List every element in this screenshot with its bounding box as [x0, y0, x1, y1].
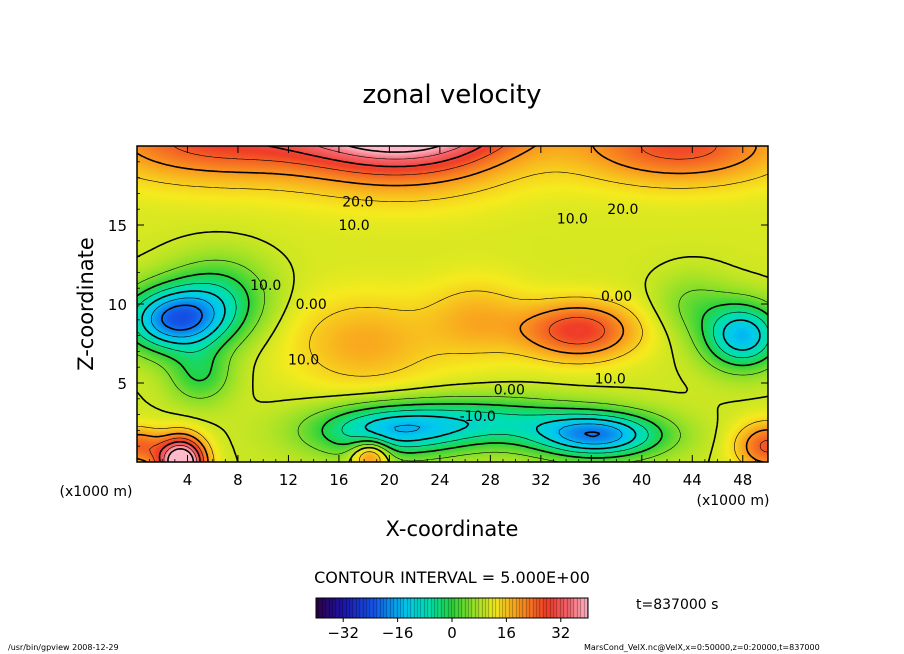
x-tick-label: 36	[582, 471, 601, 489]
x-tick-label: 16	[329, 471, 348, 489]
contour-label: 10.0	[288, 352, 319, 368]
contour-line	[167, 146, 440, 462]
colorbar-tick-label: 0	[447, 624, 457, 642]
y-tick-label: 10	[108, 296, 127, 314]
contour-label: 10.0	[338, 218, 369, 234]
x-axis-ticks: 4 8 12 16 20 24 28 32 36 40 44 48	[149, 146, 756, 489]
colorbar-tick-label: 32	[551, 624, 570, 642]
contour-interval-text: CONTOUR INTERVAL = 5.000E+00	[314, 568, 590, 587]
contour-line	[141, 290, 761, 450]
colorbar-ticks: −32 −16 0 16 32	[327, 618, 570, 642]
contour-line	[137, 230, 768, 462]
y-axis-ticks: 5 10 15	[108, 161, 768, 447]
contour-line	[163, 146, 463, 462]
contour-line	[137, 259, 768, 462]
x-tick-label: 8	[233, 471, 243, 489]
contour-line	[149, 146, 768, 462]
contour-line	[137, 272, 768, 459]
colorbar	[316, 598, 588, 618]
y-tick-label: 5	[117, 375, 127, 393]
x-tick-label: 44	[683, 471, 702, 489]
footer-file-info: MarsCond_VelX.nc@VelX,x=0:50000,z=0:2000…	[584, 643, 820, 652]
colorbar-tick-label: −16	[382, 624, 414, 642]
plot-area: 20.0 10.0 10.0 20.0 10.0 0.00 0.00 10.0 10.0 0.00…	[137, 146, 768, 462]
y-axis-label: Z-coordinate	[74, 237, 98, 371]
time-label: t=837000 s	[636, 597, 718, 613]
contour-line	[161, 304, 601, 438]
contour-label: 20.0	[607, 202, 638, 218]
contour-label: 0.00	[296, 297, 327, 313]
contour-label: 10.0	[595, 371, 626, 387]
contour-label: 0.00	[494, 382, 525, 398]
y-tick-label: 15	[108, 217, 127, 235]
contour-lines	[137, 146, 768, 462]
contour-line	[158, 146, 483, 462]
contour-line	[150, 297, 623, 445]
x-tick-label: 12	[279, 471, 298, 489]
contour-line	[137, 171, 768, 462]
x-unit-label-right: (x1000 m)	[697, 493, 770, 509]
colorbar-tick-label: −32	[327, 624, 359, 642]
chart-title: zonal velocity	[362, 80, 541, 110]
x-tick-label: 28	[481, 471, 500, 489]
x-tick-label: 20	[380, 471, 399, 489]
x-tick-label: 32	[531, 471, 550, 489]
x-tick-label: 48	[733, 471, 752, 489]
x-tick-label: 24	[430, 471, 449, 489]
contour-label: 10.0	[557, 212, 588, 228]
contour-label: 20.0	[342, 194, 373, 210]
contour-label: 0.00	[601, 289, 632, 305]
footer-program-date: /usr/bin/gpview 2008-12-29	[8, 643, 119, 652]
colorbar-tick-label: 16	[497, 624, 516, 642]
contour-label: -10.0	[460, 409, 496, 425]
contour-label: 10.0	[250, 278, 281, 294]
x-axis-label: X-coordinate	[386, 517, 519, 541]
x-tick-label: 4	[183, 471, 193, 489]
contour-line	[137, 146, 768, 462]
x-unit-label-left: (x1000 m)	[60, 484, 133, 500]
contour-labels: 20.0 10.0 10.0 20.0 10.0 0.00 0.00 10.0 10.0 0.00…	[250, 194, 638, 425]
x-tick-label: 40	[632, 471, 651, 489]
velocity-heatmap	[137, 146, 768, 462]
